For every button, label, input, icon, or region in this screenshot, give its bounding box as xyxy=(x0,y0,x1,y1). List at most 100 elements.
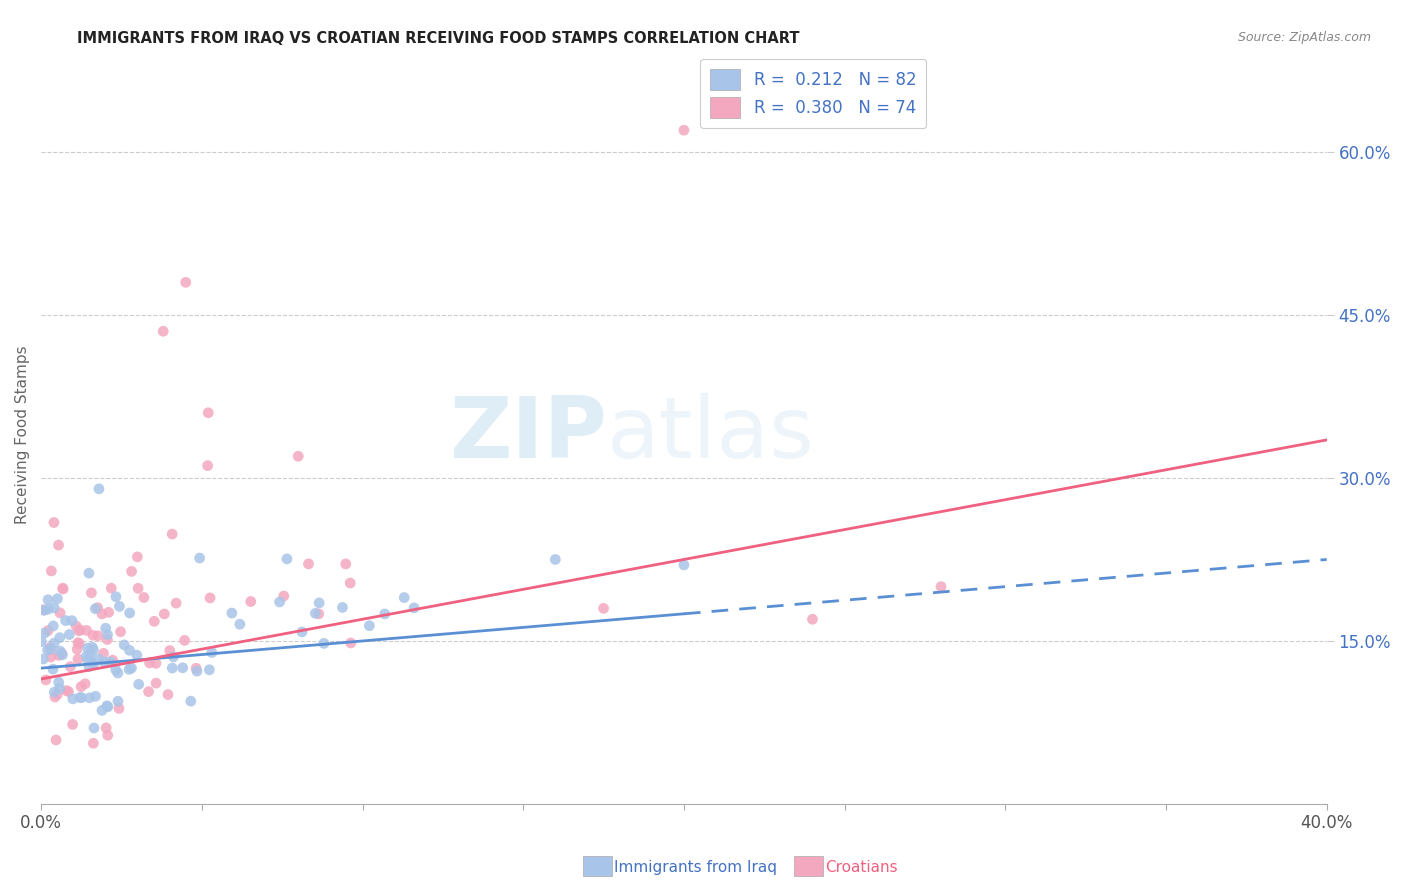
Point xyxy=(42,516,65,530)
Point xyxy=(75,677,97,691)
Point xyxy=(198,663,221,677)
Point xyxy=(180,694,202,708)
Point xyxy=(152,324,174,338)
Point xyxy=(404,601,426,615)
Point xyxy=(79,647,101,661)
Point xyxy=(82,640,104,655)
Point xyxy=(201,645,224,659)
Point xyxy=(165,596,187,610)
Point xyxy=(66,652,89,666)
Point xyxy=(312,636,335,650)
Point xyxy=(394,591,416,605)
Point xyxy=(31,634,53,648)
Point xyxy=(121,565,143,579)
Point xyxy=(96,721,118,735)
Point xyxy=(186,661,208,675)
Point xyxy=(77,566,100,581)
Point xyxy=(107,694,129,708)
Point xyxy=(91,703,114,717)
Point xyxy=(108,701,131,715)
Text: Source: ZipAtlas.com: Source: ZipAtlas.com xyxy=(1237,31,1371,45)
Point xyxy=(41,564,63,578)
Point xyxy=(107,665,129,680)
Point xyxy=(48,675,70,690)
Point xyxy=(82,642,104,657)
Point xyxy=(96,698,118,713)
Point xyxy=(339,636,361,650)
Point xyxy=(188,551,211,566)
Point xyxy=(143,615,166,629)
Point xyxy=(197,406,219,420)
Text: Immigrants from Iraq: Immigrants from Iraq xyxy=(614,860,778,874)
Text: Croatians: Croatians xyxy=(825,860,898,874)
Y-axis label: Receiving Food Stamps: Receiving Food Stamps xyxy=(15,345,30,524)
Point xyxy=(93,655,115,669)
Point xyxy=(45,733,67,747)
Point xyxy=(269,595,291,609)
Point xyxy=(84,601,107,615)
Point xyxy=(801,612,824,626)
Point xyxy=(97,699,120,714)
Point xyxy=(125,648,148,662)
Point xyxy=(127,582,149,596)
Point xyxy=(94,621,117,635)
Point xyxy=(120,661,142,675)
Point xyxy=(86,600,108,615)
Point xyxy=(87,652,110,666)
Point xyxy=(58,627,80,641)
Point xyxy=(308,607,330,621)
Point xyxy=(101,653,124,667)
Point xyxy=(186,664,208,678)
Point xyxy=(70,690,93,705)
Point xyxy=(62,717,84,731)
Point xyxy=(304,607,326,621)
Point xyxy=(138,684,160,698)
Point xyxy=(173,633,195,648)
Point xyxy=(162,649,184,664)
Point xyxy=(929,580,952,594)
Point xyxy=(100,581,122,595)
Point xyxy=(75,649,97,664)
Point xyxy=(48,538,70,552)
Legend: R =  0.212   N = 82, R =  0.380   N = 74: R = 0.212 N = 82, R = 0.380 N = 74 xyxy=(700,59,927,128)
Point xyxy=(145,657,167,671)
Point xyxy=(32,603,55,617)
Point xyxy=(96,632,118,647)
Point xyxy=(97,605,120,619)
Point xyxy=(118,643,141,657)
Point xyxy=(87,482,110,496)
Point xyxy=(98,655,121,669)
Point xyxy=(118,662,141,676)
Point xyxy=(108,599,131,614)
Point xyxy=(153,607,176,621)
Point xyxy=(59,659,82,673)
Point xyxy=(84,690,107,704)
Point xyxy=(48,681,70,696)
Point xyxy=(48,631,70,645)
Point xyxy=(156,688,179,702)
Point xyxy=(672,123,695,137)
Point xyxy=(62,691,84,706)
FancyBboxPatch shape xyxy=(583,856,612,876)
Point xyxy=(229,617,252,632)
Point xyxy=(91,607,114,621)
Point xyxy=(112,638,135,652)
Point xyxy=(127,549,149,564)
Point xyxy=(145,676,167,690)
Point xyxy=(239,594,262,608)
Point xyxy=(82,628,104,642)
Point xyxy=(32,652,55,666)
Point xyxy=(162,661,184,675)
Point xyxy=(276,552,298,566)
Point xyxy=(87,629,110,643)
Point xyxy=(37,602,59,616)
Point xyxy=(42,600,65,615)
Point xyxy=(339,576,361,591)
Point xyxy=(308,596,330,610)
Point xyxy=(66,635,89,649)
Point xyxy=(69,623,91,637)
Point xyxy=(69,690,91,705)
Point xyxy=(273,589,295,603)
Point xyxy=(172,661,194,675)
Point xyxy=(359,618,381,632)
